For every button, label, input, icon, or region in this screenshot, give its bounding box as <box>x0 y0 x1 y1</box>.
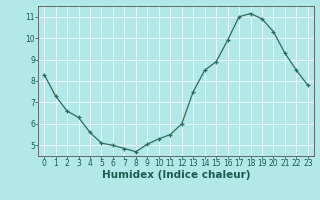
X-axis label: Humidex (Indice chaleur): Humidex (Indice chaleur) <box>102 170 250 180</box>
